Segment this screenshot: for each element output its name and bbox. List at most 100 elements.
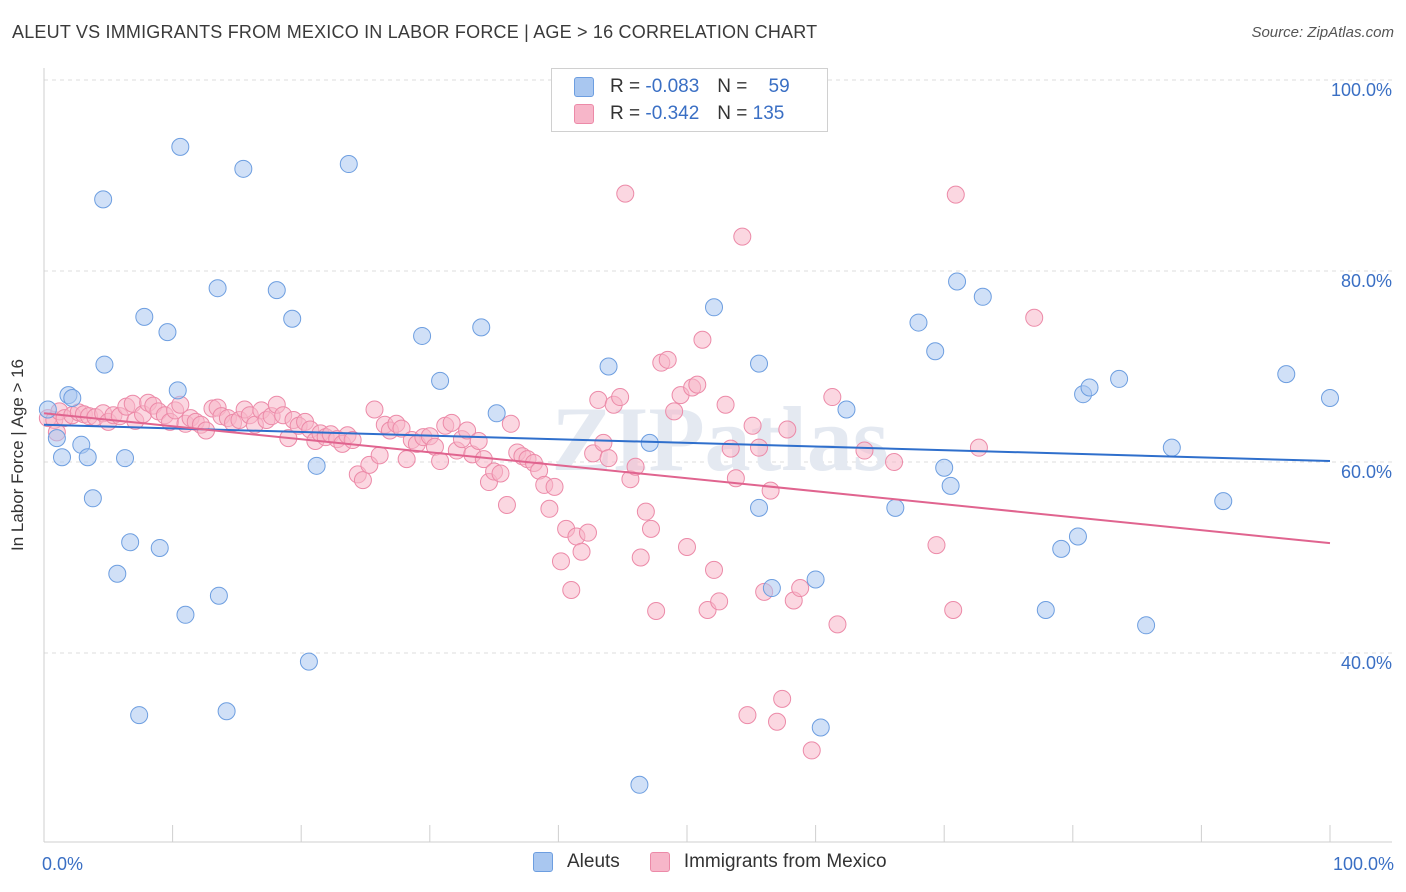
legend-swatch-aleuts [533,852,553,872]
aleut-point [135,307,154,326]
aleut-point [339,155,358,174]
mexico-point [562,580,581,599]
mexico-point [885,453,904,471]
aleut-point [1080,378,1099,397]
aleut-point [116,449,135,468]
aleut-trend-line [43,423,1331,463]
mexico-point [773,689,792,708]
aleut-point [63,389,82,408]
mexico-trend-line [43,412,1331,545]
mexico-point [647,601,666,620]
aleut-point [762,579,781,598]
mexico-point [641,519,660,538]
grid-lines [44,79,1392,654]
x-axis-max-label: 100.0% [1333,854,1394,874]
y-axis-label: In Labor Force | Age > 16 [8,358,27,552]
mexico-point [631,548,650,567]
mexico-point [572,542,591,561]
mexico-point [738,706,757,725]
aleut-point [1137,616,1156,635]
mexico-point [768,712,787,731]
mexico-point [927,536,946,555]
aleut-point [47,429,66,448]
aleut-point [413,326,432,345]
mexico-point [545,477,564,496]
aleut-point [926,342,945,361]
legend-r-label: R = [610,103,641,124]
aleut-point [1321,389,1339,408]
mexico-point [469,431,488,450]
aleut-point [53,448,72,467]
mexico-point [392,419,411,438]
y-tick-label: 40.0% [1341,653,1392,673]
aleut-point [1277,365,1296,384]
legend-item-aleuts: Aleuts [533,851,620,873]
legend-row-mexico: R = -0.342 N = 135 [574,102,784,126]
aleut-point [121,533,140,552]
mexico-point [761,481,780,500]
legend-row-aleuts: R = -0.083 N = 59 [574,75,790,99]
aleut-point [307,456,326,475]
mexico-point [431,452,450,471]
aleut-point [209,586,228,605]
mexico-point [616,184,635,203]
legend-r-value: -0.083 [645,76,700,97]
trend-lines [43,412,1331,545]
mexico-point [716,395,735,414]
mexico-point [710,592,729,611]
aleut-point [705,298,724,317]
mexico-point [497,495,516,514]
aleut-point [973,287,992,306]
chart-title: ALEUT VS IMMIGRANTS FROM MEXICO IN LABOR… [12,22,818,42]
legend-n-value: 59 [768,76,790,97]
mexico-point [665,402,684,421]
axes [43,68,1392,843]
aleut-point [283,309,302,328]
series-legend: Aleuts Immigrants from Mexico [533,851,917,873]
aleut-point [168,381,187,400]
aleut-point [267,281,286,300]
mexico-point [611,388,630,407]
mexico-point [365,400,384,419]
aleut-point [948,272,967,291]
aleut-point [83,489,102,508]
mexico-point [658,350,677,369]
mexico-point [721,439,740,458]
mexico-point [688,375,707,394]
source-label: Source: ZipAtlas.com [1251,24,1394,41]
x-axis-min-label: 0.0% [42,854,83,874]
aleut-point [1214,492,1233,511]
aleut-point [1036,601,1055,620]
mexico-point [589,390,608,409]
aleut-point [472,318,491,337]
legend-label-aleuts: Aleuts [567,851,620,872]
mexico-point [1025,308,1044,327]
mexico-point [823,388,842,407]
aleut-point [886,498,905,517]
aleut-point [176,605,195,624]
aleut-point [630,775,649,794]
y-tick-label: 100.0% [1331,80,1392,100]
legend-n-label: N = [717,76,748,97]
aleut-point [299,652,318,671]
legend-r-label: R = [610,76,641,97]
aleut-point [1068,527,1087,546]
mexico-point [626,457,645,476]
mexico-point [733,227,752,246]
aleut-point [599,357,618,376]
aleut-point [1110,369,1129,388]
aleut-point [750,498,769,517]
aleut-point [108,564,127,583]
mexico-point [946,185,965,204]
mexico-point [442,413,461,432]
mexico-point [944,601,963,620]
mexico-point [540,499,559,518]
mexico-point [578,523,597,542]
aleut-point [811,718,830,737]
mexico-point [791,579,810,598]
mexico-point [501,414,520,433]
aleut-point [909,313,928,332]
mexico-point [828,615,847,634]
mexico-point [594,433,613,452]
